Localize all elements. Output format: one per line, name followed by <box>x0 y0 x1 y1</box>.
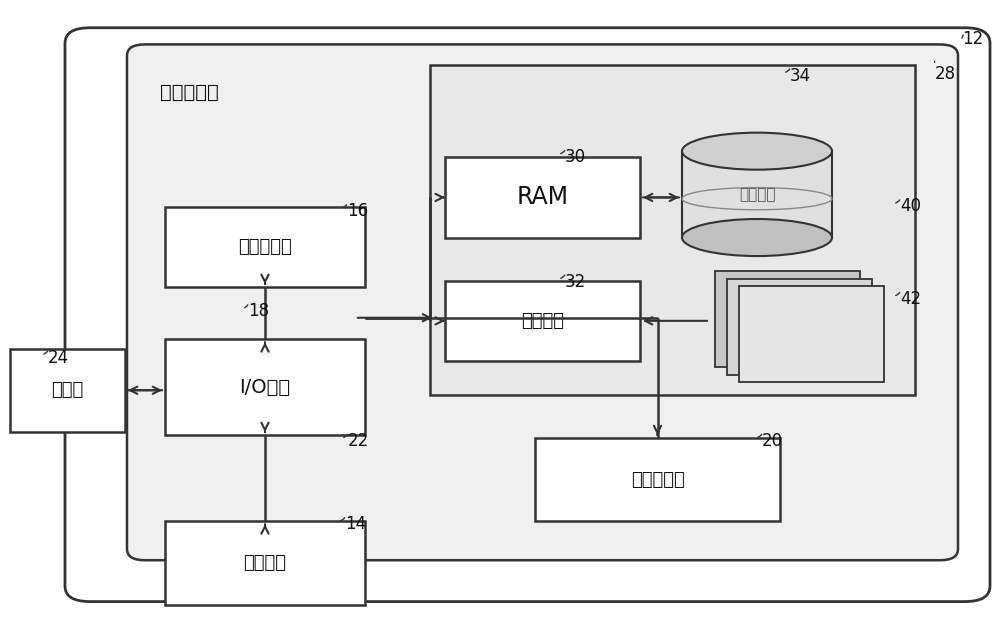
FancyBboxPatch shape <box>430 65 915 395</box>
Text: 网络适配器: 网络适配器 <box>631 471 684 489</box>
Text: 外部设备: 外部设备 <box>244 554 287 572</box>
Text: 20: 20 <box>762 432 783 450</box>
Text: 18: 18 <box>248 302 269 320</box>
FancyBboxPatch shape <box>535 438 780 521</box>
Text: 12: 12 <box>962 30 983 48</box>
Text: 显示器: 显示器 <box>51 381 84 399</box>
Text: 14: 14 <box>345 515 366 533</box>
FancyBboxPatch shape <box>127 44 958 560</box>
FancyBboxPatch shape <box>165 339 365 435</box>
Text: 28: 28 <box>935 65 956 83</box>
Ellipse shape <box>682 133 832 170</box>
Text: 42: 42 <box>900 290 921 308</box>
FancyBboxPatch shape <box>445 281 640 361</box>
Text: 30: 30 <box>565 148 586 166</box>
FancyBboxPatch shape <box>10 349 125 432</box>
Text: 计算机设备: 计算机设备 <box>160 83 219 102</box>
FancyBboxPatch shape <box>739 286 884 382</box>
Text: 40: 40 <box>900 197 921 215</box>
Text: 34: 34 <box>790 67 811 85</box>
FancyBboxPatch shape <box>715 271 860 367</box>
Text: 高速缓存: 高速缓存 <box>521 312 564 330</box>
Text: 存储系统: 存储系统 <box>739 187 775 202</box>
Text: 处理器单元: 处理器单元 <box>238 238 292 256</box>
Text: 16: 16 <box>347 202 368 220</box>
Text: 32: 32 <box>565 273 586 291</box>
FancyBboxPatch shape <box>682 151 832 238</box>
FancyBboxPatch shape <box>445 157 640 238</box>
Text: 24: 24 <box>48 349 69 366</box>
Text: 22: 22 <box>348 432 369 450</box>
FancyBboxPatch shape <box>65 28 990 602</box>
Ellipse shape <box>682 219 832 256</box>
Text: RAM: RAM <box>516 186 568 209</box>
Text: I/O接口: I/O接口 <box>239 378 291 397</box>
FancyBboxPatch shape <box>727 279 872 375</box>
FancyBboxPatch shape <box>165 521 365 605</box>
FancyBboxPatch shape <box>165 207 365 287</box>
